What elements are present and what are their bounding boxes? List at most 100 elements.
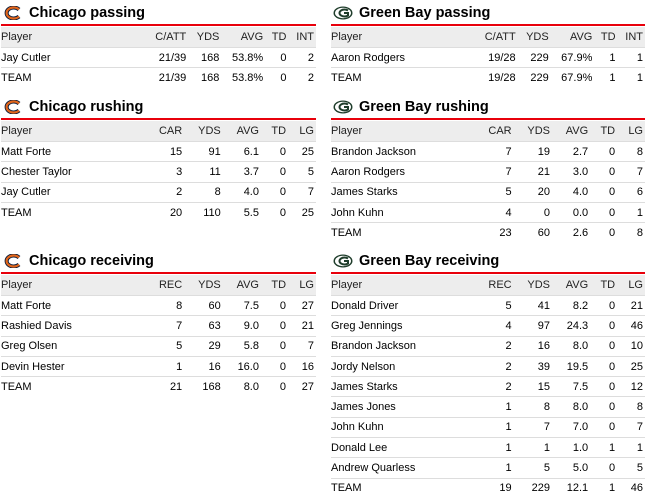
column-header-td[interactable]: TD — [258, 121, 287, 142]
column-header-car[interactable]: CAR — [472, 121, 512, 142]
section-title: Green Bay passing — [331, 2, 645, 26]
column-header-lg[interactable]: LG — [615, 121, 645, 142]
column-header-car[interactable]: CAR — [142, 121, 183, 142]
column-header-yds[interactable]: YDS — [186, 27, 220, 48]
stat-cell: 0 — [588, 315, 616, 337]
column-header-player[interactable]: Player — [1, 275, 143, 296]
column-header-avg[interactable]: AVG — [220, 275, 259, 296]
stat-cell: 0 — [511, 202, 551, 224]
column-header-rec[interactable]: REC — [472, 275, 512, 296]
stat-cell: 8 — [615, 141, 645, 163]
player-name[interactable]: Aaron Rodgers — [331, 161, 473, 183]
header-row: Player CAR YDS AVG TD LG — [331, 121, 645, 142]
table-row: Rashied Davis 7 63 9.0 0 21 — [1, 315, 316, 337]
stat-cell: 5.5 — [243, 206, 259, 219]
column-header-player[interactable]: Player — [331, 275, 473, 296]
column-header-avg[interactable]: AVG — [220, 121, 259, 142]
table-row: Brandon Jackson 7 19 2.7 0 8 — [331, 141, 645, 163]
column-header-yds[interactable]: YDS — [511, 275, 551, 296]
column-header-player[interactable]: Player — [331, 121, 473, 142]
player-name: TEAM — [1, 206, 32, 219]
player-name[interactable]: Andrew Quarless — [331, 457, 473, 479]
column-header-rec[interactable]: REC — [142, 275, 183, 296]
chicago-passing-table: Player C/ATT YDS AVG TD INT Jay Cutler 21/39 168… — [1, 27, 316, 88]
player-name[interactable]: Aaron Rodgers — [331, 47, 473, 69]
player-name[interactable]: Jordy Nelson — [331, 356, 473, 378]
green-bay-receiving-section: Green Bay receiving Player REC YDS AVG TD LG Do… — [331, 250, 645, 498]
column-header-td[interactable]: TD — [588, 121, 616, 142]
header-row: Player C/ATT YDS AVG TD INT — [1, 27, 316, 48]
player-name[interactable]: Jay Cutler — [1, 182, 143, 203]
table-row: Greg Jennings 4 97 24.3 0 46 — [331, 315, 645, 337]
stat-cell: 21 — [286, 315, 316, 337]
player-name[interactable]: James Starks — [331, 182, 473, 203]
column-header-td[interactable]: TD — [592, 27, 616, 48]
green-bay-rushing-table: Player CAR YDS AVG TD LG Brandon Jackson 7 19 2.7… — [331, 121, 645, 242]
column-header-td[interactable]: TD — [258, 275, 287, 296]
stat-cell: 7 — [286, 336, 316, 357]
player-name[interactable]: Donald Driver — [331, 295, 473, 317]
player-name[interactable]: John Kuhn — [331, 417, 473, 439]
stat-cell: 60 — [537, 226, 551, 239]
stat-cell: 5 — [142, 336, 183, 357]
player-name[interactable]: Chester Taylor — [1, 161, 143, 183]
player-name[interactable]: Greg Jennings — [331, 315, 473, 337]
column-header-yds[interactable]: YDS — [511, 121, 551, 142]
column-header-lg[interactable]: LG — [286, 275, 316, 296]
table-row: TEAM 19 229 12.1 1 46 — [331, 478, 645, 498]
column-header-avg[interactable]: AVG — [219, 27, 264, 48]
header-row: Player CAR YDS AVG TD LG — [1, 121, 316, 142]
column-header-avg[interactable]: AVG — [548, 27, 593, 48]
player-name[interactable]: Brandon Jackson — [331, 336, 473, 357]
chicago-receiving-section: Chicago receiving Player REC YDS AVG TD LG Matt… — [1, 250, 316, 396]
column-header-td[interactable]: TD — [588, 275, 616, 296]
table-row: TEAM 21 168 8.0 0 27 — [1, 377, 316, 397]
column-header-avg[interactable]: AVG — [550, 275, 589, 296]
column-header-avg[interactable]: AVG — [550, 121, 589, 142]
stat-cell: 0 — [258, 182, 287, 203]
column-header-player[interactable]: Player — [1, 27, 143, 48]
column-header-yds[interactable]: YDS — [515, 27, 549, 48]
player-name[interactable]: James Starks — [331, 376, 473, 398]
stat-cell: 168 — [202, 380, 221, 393]
column-header-lg[interactable]: LG — [286, 121, 316, 142]
player-name[interactable]: Greg Olsen — [1, 336, 143, 357]
player-name[interactable]: Donald Lee — [331, 437, 473, 459]
column-header-yds[interactable]: YDS — [182, 275, 221, 296]
column-header-c-att[interactable]: C/ATT — [472, 27, 516, 48]
section-title: Green Bay receiving — [331, 250, 645, 274]
player-name[interactable]: John Kuhn — [331, 202, 473, 224]
packers-logo-icon — [333, 254, 353, 268]
stat-cell: 0 — [588, 182, 616, 203]
stat-cell: 7 — [511, 417, 551, 439]
stat-cell: 8.0 — [550, 336, 589, 357]
stat-cell: 0 — [258, 295, 287, 317]
player-name[interactable]: Rashied Davis — [1, 315, 143, 337]
player-name[interactable]: Matt Forte — [1, 295, 143, 317]
player-name[interactable]: Jay Cutler — [1, 47, 143, 69]
player-name[interactable]: Brandon Jackson — [331, 141, 473, 163]
bears-logo-icon — [3, 5, 23, 21]
column-header-c-att[interactable]: C/ATT — [142, 27, 187, 48]
column-header-int[interactable]: INT — [615, 27, 645, 48]
stat-cell: 7 — [142, 315, 183, 337]
column-header-td[interactable]: TD — [263, 27, 287, 48]
stat-cell: 5.0 — [550, 457, 589, 479]
stat-cell: 7 — [615, 161, 645, 183]
column-header-lg[interactable]: LG — [615, 275, 645, 296]
player-name[interactable]: James Jones — [331, 396, 473, 418]
table-row: Aaron Rodgers 19/28 229 67.9% 1 1 — [331, 47, 645, 69]
column-header-player[interactable]: Player — [1, 121, 143, 142]
green-bay-receiving-table: Player REC YDS AVG TD LG Donald Driver 5 41 8.2 0 2… — [331, 275, 645, 498]
column-header-yds[interactable]: YDS — [182, 121, 221, 142]
stat-cell: 21 — [169, 380, 183, 393]
stat-cell: 4.0 — [550, 182, 589, 203]
stat-cell: 9.0 — [220, 315, 259, 337]
player-name[interactable]: Matt Forte — [1, 141, 143, 163]
column-header-int[interactable]: INT — [286, 27, 316, 48]
player-name[interactable]: Devin Hester — [1, 356, 143, 378]
stat-cell: 0 — [588, 202, 616, 224]
table-row: Andrew Quarless 1 5 5.0 0 5 — [331, 457, 645, 479]
column-header-player[interactable]: Player — [331, 27, 473, 48]
stat-cell: 7 — [472, 141, 512, 163]
